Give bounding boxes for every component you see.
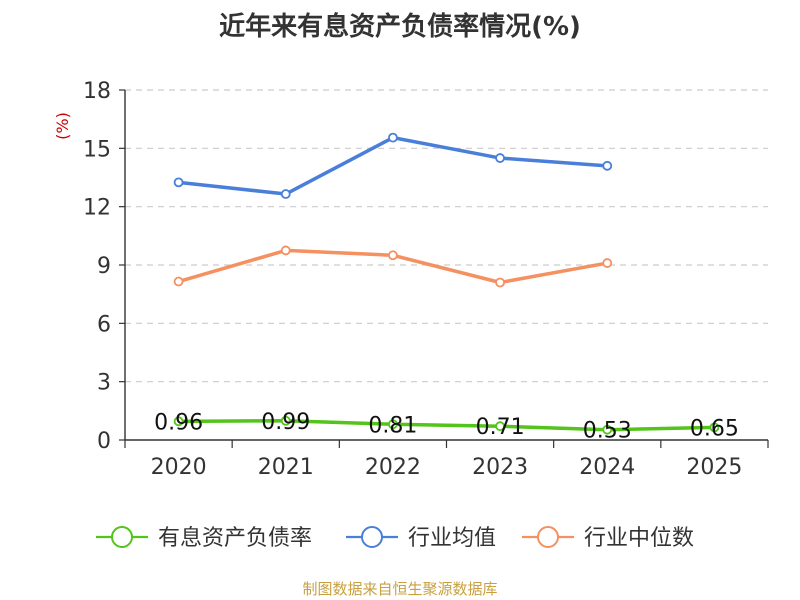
data-point bbox=[495, 277, 505, 288]
y-axis-unit-label: (%) bbox=[53, 112, 72, 140]
series-lines bbox=[173, 132, 720, 435]
legend-marker bbox=[361, 526, 383, 548]
x-tick-label: 2022 bbox=[365, 455, 421, 480]
data-point bbox=[602, 160, 613, 171]
y-tick-label: 0 bbox=[97, 429, 111, 454]
data-label: 0.96 bbox=[154, 410, 203, 435]
data-label: 0.53 bbox=[583, 419, 632, 444]
y-tick-label: 12 bbox=[83, 196, 111, 221]
y-tick-label: 18 bbox=[83, 79, 111, 104]
x-tick-label: 2025 bbox=[686, 455, 742, 480]
source-note: 制图数据来自恒生聚源数据库 bbox=[302, 580, 498, 598]
data-point bbox=[602, 424, 613, 435]
data-point bbox=[388, 250, 398, 261]
data-point bbox=[280, 245, 291, 256]
legend-label: 有息资产负债率 bbox=[158, 526, 312, 551]
legend: 有息资产负债率 行业均值 行业中位数 bbox=[96, 526, 694, 551]
series-line-1 bbox=[176, 135, 609, 196]
data-point bbox=[173, 416, 184, 427]
legend-marker bbox=[537, 526, 559, 548]
data-label: 0.81 bbox=[368, 413, 417, 438]
x-tick-label: 2023 bbox=[472, 455, 528, 480]
data-point bbox=[495, 153, 505, 163]
chart-title: 近年来有息资产负债率情况(%) bbox=[219, 12, 581, 42]
data-point bbox=[602, 258, 613, 268]
grid-lines bbox=[125, 89, 768, 383]
data-point bbox=[173, 276, 184, 287]
x-tick-label: 2024 bbox=[579, 455, 635, 480]
data-point bbox=[388, 132, 398, 143]
axes: 0 3 6 9 12 15 18 2020 2021 2022 2023 2024 2025 bbox=[83, 79, 769, 480]
data-label: 0.99 bbox=[261, 410, 310, 435]
data-point bbox=[709, 422, 720, 433]
data-label: 0.71 bbox=[476, 415, 525, 440]
data-point bbox=[280, 415, 291, 426]
y-tick-label: 9 bbox=[97, 254, 111, 279]
y-tick-label: 6 bbox=[97, 312, 111, 337]
y-tick-label: 3 bbox=[97, 371, 111, 396]
legend-label: 行业中位数 bbox=[584, 526, 694, 551]
data-labels: 0.96 0.99 0.81 0.71 0.53 0.65 bbox=[154, 410, 739, 444]
data-label: 0.65 bbox=[690, 416, 739, 441]
series-line-0 bbox=[176, 419, 717, 432]
data-point bbox=[495, 421, 505, 432]
legend-label: 行业均值 bbox=[408, 526, 496, 551]
data-point bbox=[388, 419, 398, 430]
data-point bbox=[280, 189, 291, 199]
x-tick-label: 2020 bbox=[151, 455, 207, 480]
x-tick-label: 2021 bbox=[258, 455, 314, 480]
data-point bbox=[173, 177, 184, 188]
legend-marker bbox=[111, 526, 133, 548]
y-tick-label: 15 bbox=[83, 137, 111, 162]
